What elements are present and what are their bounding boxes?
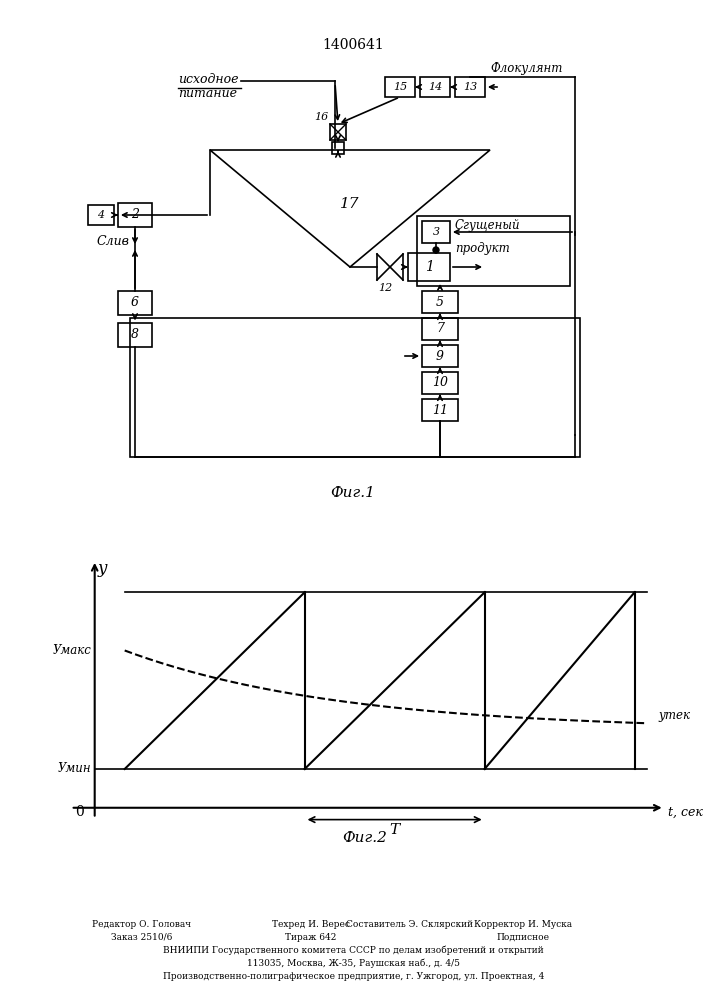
Text: продукт: продукт: [455, 242, 510, 255]
Bar: [422, 291, 458, 313]
Text: Корректор И. Муска: Корректор И. Муска: [474, 920, 572, 929]
Text: Тираж 642: Тираж 642: [286, 933, 337, 942]
Text: 2: 2: [131, 209, 139, 222]
Text: Заказ 2510/6: Заказ 2510/6: [111, 933, 172, 942]
Bar: [118, 291, 152, 315]
Bar: [422, 399, 458, 421]
Text: Фиг.2: Фиг.2: [342, 831, 387, 845]
Text: питание: питание: [178, 87, 237, 100]
Bar: [118, 203, 152, 227]
Text: Умин: Умин: [58, 762, 92, 775]
Text: 15: 15: [393, 82, 407, 92]
Text: у: у: [98, 560, 107, 577]
Text: 0: 0: [76, 805, 84, 819]
Text: Подписное: Подписное: [497, 933, 549, 942]
Circle shape: [433, 247, 439, 253]
Text: исходное: исходное: [178, 73, 238, 86]
Text: 1: 1: [425, 260, 433, 274]
Bar: [422, 221, 450, 243]
Bar: [385, 77, 415, 97]
Text: t, сек: t, сек: [667, 806, 703, 819]
Text: 11: 11: [432, 403, 448, 416]
Text: Редактор О. Головач: Редактор О. Головач: [92, 920, 191, 929]
Text: 10: 10: [432, 376, 448, 389]
Text: Умакс: Умакс: [53, 644, 92, 657]
Bar: [417, 216, 570, 286]
Text: 17: 17: [340, 196, 360, 211]
Text: Производственно-полиграфическое предприятие, г. Ужгород, ул. Проектная, 4: Производственно-полиграфическое предприя…: [163, 972, 544, 981]
Text: утек: утек: [659, 709, 691, 722]
Text: 5: 5: [436, 296, 444, 308]
Text: 6: 6: [131, 296, 139, 310]
Text: 12: 12: [378, 283, 392, 293]
Bar: [422, 318, 458, 340]
Text: 1400641: 1400641: [322, 38, 385, 52]
Text: Техред И. Верес: Техред И. Верес: [272, 920, 350, 929]
Text: 8: 8: [131, 328, 139, 342]
Text: 113035, Москва, Ж-35, Раушская наб., д. 4/5: 113035, Москва, Ж-35, Раушская наб., д. …: [247, 958, 460, 968]
Bar: [455, 77, 485, 97]
Text: 3: 3: [433, 227, 440, 237]
Bar: [408, 253, 450, 281]
Bar: [330, 124, 346, 140]
Text: Составитель Э. Склярский: Составитель Э. Склярский: [346, 920, 474, 929]
Text: 16: 16: [314, 112, 328, 122]
Text: 14: 14: [428, 82, 442, 92]
Bar: [422, 345, 458, 367]
Text: ВНИИПИ Государственного комитета СССР по делам изобретений и открытий: ВНИИПИ Государственного комитета СССР по…: [163, 946, 544, 955]
Text: 4: 4: [98, 210, 105, 220]
Text: T: T: [390, 823, 399, 837]
Bar: [130, 318, 580, 457]
Text: 9: 9: [436, 350, 444, 362]
Bar: [88, 205, 114, 225]
Bar: [118, 323, 152, 347]
Bar: [422, 372, 458, 394]
Text: 13: 13: [463, 82, 477, 92]
Bar: [332, 142, 344, 154]
Text: Флокулянт: Флокулянт: [490, 62, 562, 75]
Text: Фиг.1: Фиг.1: [331, 486, 375, 500]
Text: Слив: Слив: [97, 235, 129, 248]
Bar: [420, 77, 450, 97]
Text: Сгущеный: Сгущеный: [455, 219, 520, 232]
Text: 7: 7: [436, 322, 444, 336]
